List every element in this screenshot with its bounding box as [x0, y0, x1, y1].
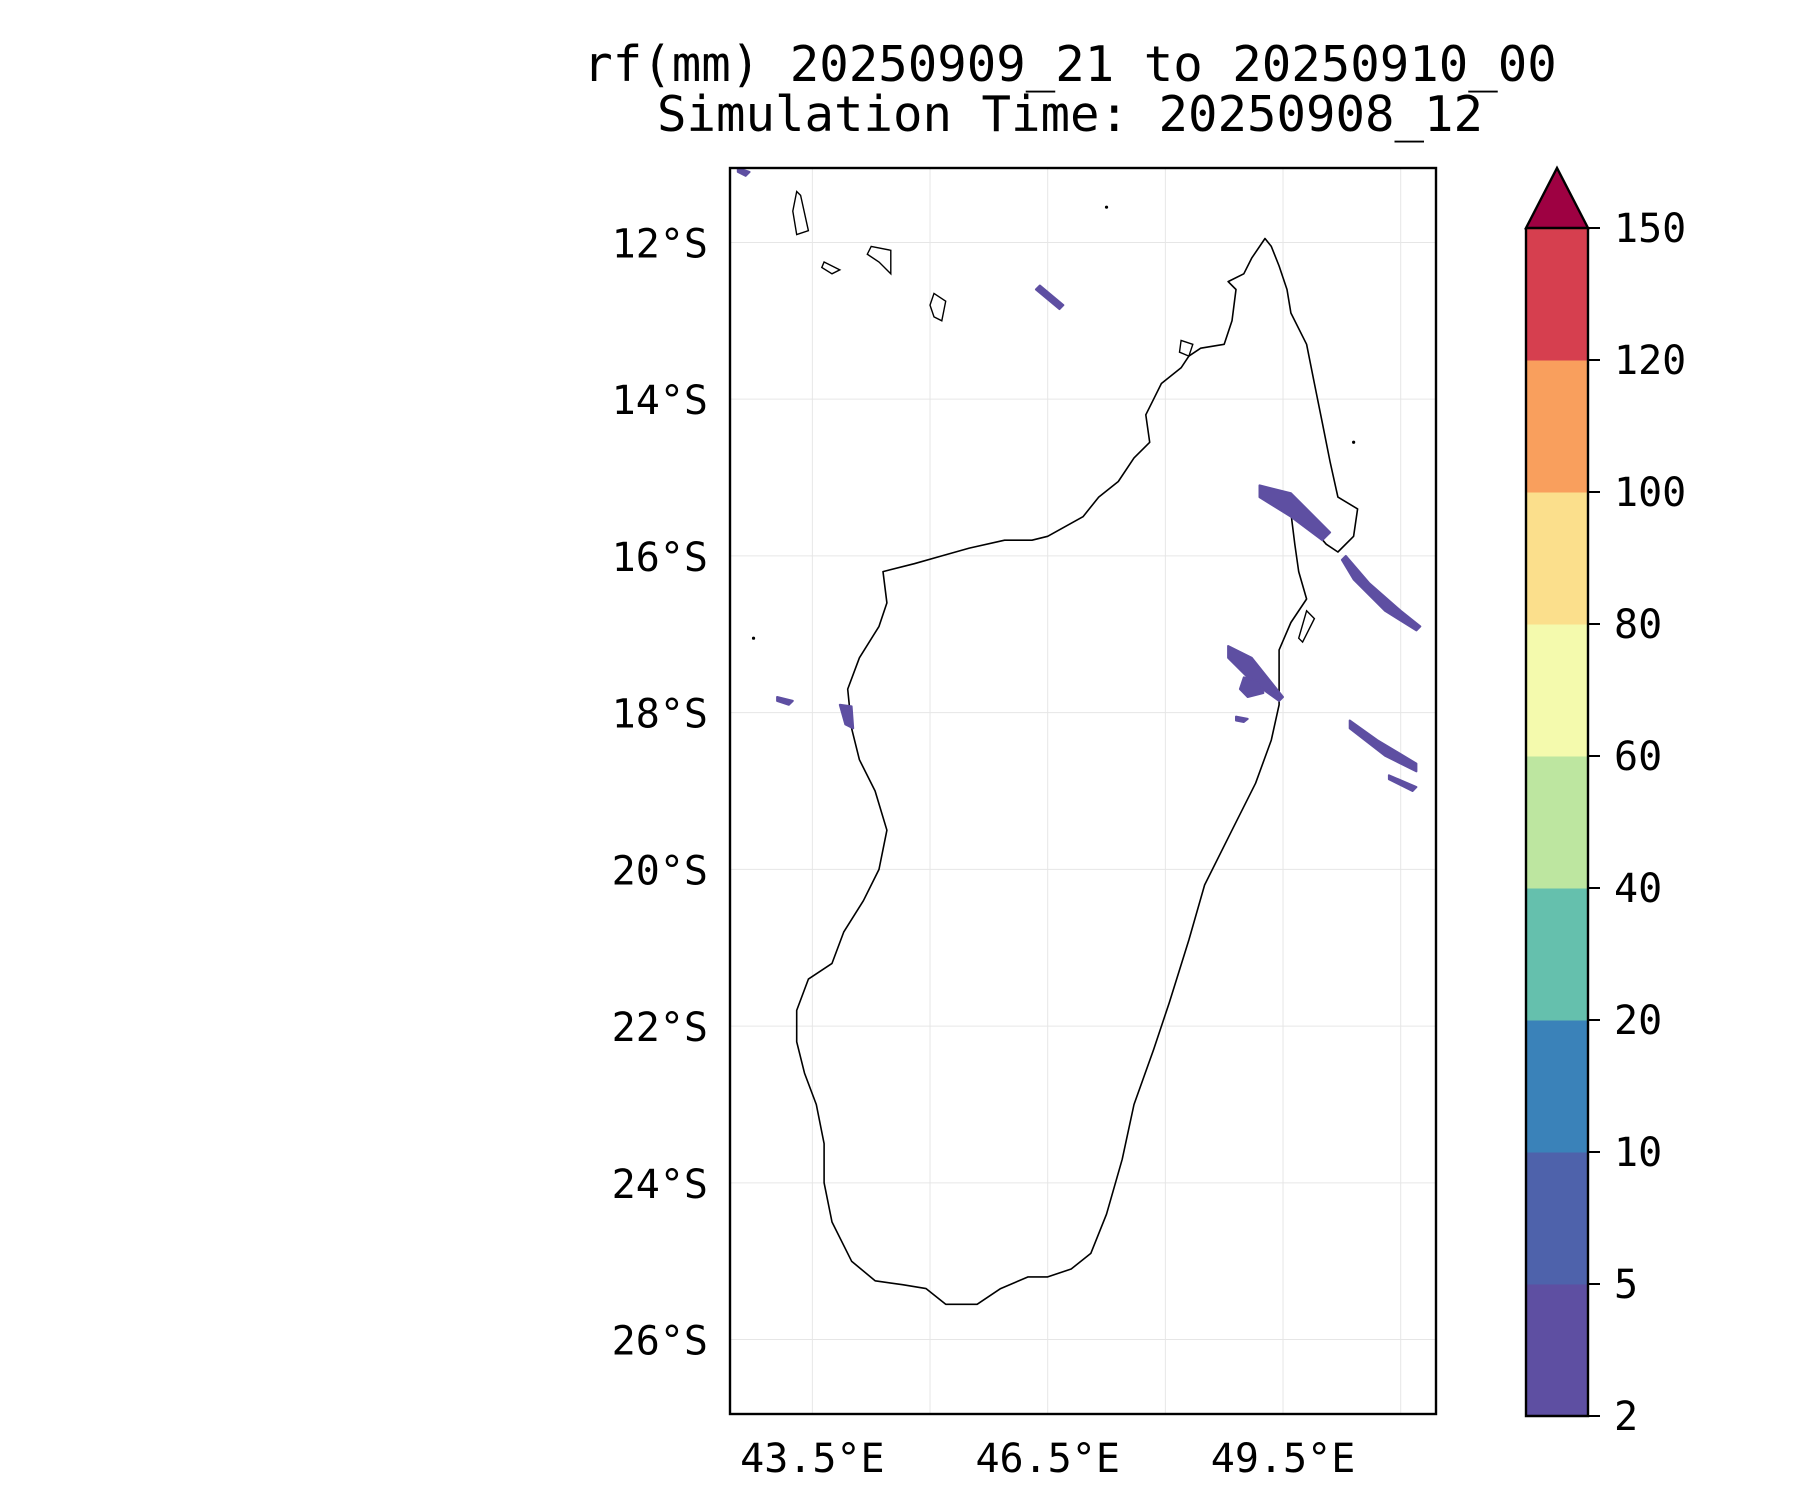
colorbar-tick-label: 100	[1614, 470, 1686, 516]
mayotte-island	[929, 292, 947, 322]
nosy-be-island	[1178, 339, 1194, 358]
lat-tick-label: 18°S	[612, 692, 708, 738]
rain-fleck-nw-corner	[736, 167, 751, 177]
map-title-line-1: rf(mm) 20250909_21 to 20250910_00	[583, 36, 1557, 93]
lat-tick-label: 14°S	[612, 378, 708, 424]
map-area: 12°S 14°S 16°S 18°S 20°S 22°S 24°S 26°S 43.5°E 46…	[612, 166, 1438, 1482]
rain-patch-west-coast	[838, 703, 855, 730]
colorbar-segment	[1526, 492, 1588, 625]
rain-band-offshore-2	[1348, 719, 1418, 773]
colorbar-tick-label: 10	[1614, 1130, 1662, 1176]
moheli-island	[820, 261, 842, 275]
colorbar-tick-label: 80	[1614, 602, 1662, 648]
lat-tick-label: 16°S	[612, 535, 708, 581]
colorbar-segment	[1526, 756, 1588, 889]
colorbar-segment	[1526, 1020, 1588, 1153]
rain-fleck-east-small	[1235, 715, 1249, 723]
islet-dot	[1352, 440, 1356, 444]
rain-band-offshore-1	[1340, 554, 1422, 632]
map-title-line-2: Simulation Time: 20250908_12	[656, 86, 1483, 143]
colorbar-outline	[1524, 228, 1590, 1418]
colorbar-segment	[1526, 1152, 1588, 1285]
colorbar-tick-label: 150	[1614, 206, 1686, 252]
lat-tick-label: 24°S	[612, 1162, 708, 1208]
colorbar: 2 5 10 20 40 60 80 100 120 150	[1524, 165, 1686, 1440]
rain-band-offshore-3	[1387, 774, 1418, 792]
colorbar-segment	[1526, 360, 1588, 493]
lon-tick-label: 49.5°E	[1211, 1436, 1356, 1482]
grande-comore-island	[792, 190, 810, 236]
colorbar-segment	[1526, 1284, 1588, 1417]
map-background	[730, 168, 1436, 1414]
map-frame	[728, 166, 1438, 1416]
colorbar-tick-label: 2	[1614, 1394, 1638, 1440]
lon-tick-label: 46.5°E	[975, 1436, 1120, 1482]
lat-tick-label: 12°S	[612, 221, 708, 267]
rain-band-east-1	[1227, 645, 1284, 702]
colorbar-tick-label: 60	[1614, 734, 1662, 780]
rain-streak-north	[1034, 284, 1065, 311]
lat-tick-label: 26°S	[612, 1319, 708, 1365]
rain-band-ne-coast	[1258, 484, 1332, 542]
islet-dot	[1104, 205, 1109, 209]
colorbar-tick-label: 20	[1614, 998, 1662, 1044]
lat-tick-label: 22°S	[612, 1005, 708, 1051]
lon-tick-label: 43.5°E	[740, 1436, 885, 1482]
colorbar-tick-label: 120	[1614, 338, 1686, 384]
lat-tick-label: 20°S	[612, 848, 708, 894]
rain-fleck-west-1	[776, 696, 794, 706]
colorbar-segment	[1526, 228, 1588, 361]
rain-blob-east	[1238, 676, 1265, 698]
islet-dot	[751, 636, 756, 640]
colorbar-segment	[1526, 888, 1588, 1021]
anjouan-island	[866, 245, 892, 276]
colorbar-tick-label: 5	[1614, 1262, 1638, 1308]
colorbar-extend-arrow	[1524, 165, 1590, 230]
colorbar-tick-label: 40	[1614, 866, 1662, 912]
sainte-marie-island	[1297, 609, 1316, 644]
colorbar-segment	[1526, 624, 1588, 757]
